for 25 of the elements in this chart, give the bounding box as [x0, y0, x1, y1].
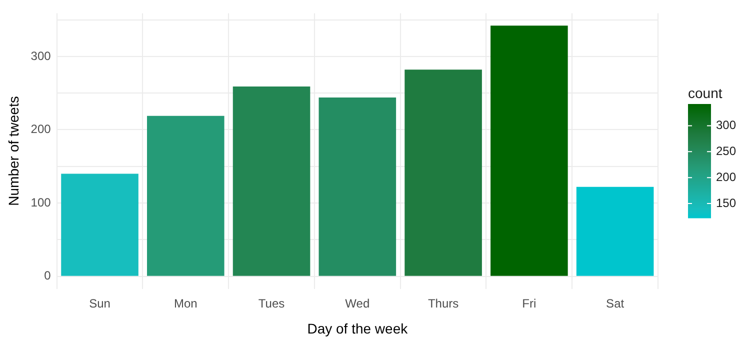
- x-tick-label: Wed: [345, 296, 370, 310]
- x-axis-title: Day of the week: [307, 320, 409, 336]
- x-tick-label: Thurs: [428, 296, 459, 310]
- color-bar-label: 150: [716, 196, 736, 210]
- y-tick-label: 100: [30, 195, 52, 210]
- bar: [61, 174, 138, 276]
- color-bar-title: count: [688, 85, 722, 101]
- x-tick-label: Mon: [174, 296, 198, 310]
- x-tick-label: Sat: [606, 296, 625, 310]
- bar: [576, 186, 654, 276]
- y-tick-label: 0: [44, 268, 52, 283]
- bar: [490, 26, 568, 276]
- color-bar-label: 300: [716, 118, 736, 132]
- bar: [404, 70, 482, 276]
- color-bar-label: 250: [716, 144, 736, 158]
- y-axis-title: Number of tweets: [5, 96, 22, 206]
- y-tick-label: 300: [30, 48, 52, 63]
- bar: [232, 86, 310, 276]
- x-tick-label: Tues: [258, 296, 285, 310]
- x-tick-label: Fri: [522, 296, 536, 310]
- x-tick-label: Sun: [89, 296, 110, 310]
- bar: [318, 97, 396, 276]
- y-tick-label: 200: [30, 122, 52, 136]
- bar: [147, 116, 224, 276]
- color-bar-label: 200: [716, 170, 736, 184]
